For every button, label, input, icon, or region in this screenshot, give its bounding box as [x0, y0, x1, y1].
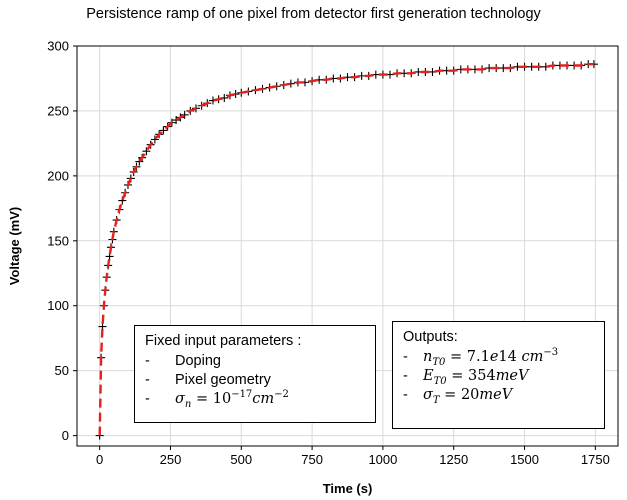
- x-tick-label: 0: [96, 452, 103, 467]
- fixed-input-parameters-box: Fixed input parameters : - Doping - Pixel …: [134, 325, 376, 423]
- fixed-input-heading: Fixed input parameters :: [145, 333, 302, 349]
- x-tick-label: 1250: [439, 452, 468, 467]
- outputs-heading: Outputs:: [403, 329, 458, 345]
- y-tick-label: 300: [47, 39, 69, 54]
- y-tick-label: 150: [47, 233, 69, 248]
- fit-curve: [98, 63, 594, 436]
- x-tick-label: 1500: [510, 452, 539, 467]
- x-tick-label: 1750: [581, 452, 610, 467]
- y-tick-label: 100: [47, 298, 69, 313]
- data-point: [172, 116, 181, 125]
- sigma-t-output: - σT = 20meV: [403, 387, 513, 406]
- e-t0-output: - ET0 = 354meV: [403, 368, 529, 387]
- sigma-n-item: - σn = 10−17cm−2: [145, 389, 289, 410]
- chart-title: Persistence ramp of one pixel from detec…: [86, 6, 541, 22]
- x-axis-label: Time (s): [323, 481, 373, 496]
- y-tick-label: 50: [55, 363, 69, 378]
- y-tick-label: 200: [47, 168, 69, 183]
- ticks: 0 250 500 750 1000 1250 1500 1750 0 50 100 150 200 25…: [47, 39, 610, 468]
- x-tick-label: 1000: [368, 452, 397, 467]
- y-axis-label: Voltage (mV): [7, 207, 22, 286]
- pixel-geometry-item: - Pixel geometry: [145, 372, 271, 388]
- n-t0-output: - nT0 = 7.1e14 cm−3: [403, 347, 559, 368]
- data-point: [180, 110, 189, 119]
- y-tick-label: 250: [47, 103, 69, 118]
- data-point: [150, 135, 159, 144]
- data-point: [142, 147, 151, 156]
- y-tick-label: 0: [62, 428, 69, 443]
- data-point: [159, 126, 168, 135]
- plot-frame: [76, 45, 619, 447]
- series: [95, 60, 598, 440]
- x-tick-label: 500: [230, 452, 252, 467]
- outputs-box: Outputs: - nT0 = 7.1e14 cm−3 - ET0 = 354me…: [392, 321, 605, 429]
- x-tick-label: 250: [160, 452, 182, 467]
- x-tick-label: 750: [301, 452, 323, 467]
- doping-item: - Doping: [145, 353, 221, 369]
